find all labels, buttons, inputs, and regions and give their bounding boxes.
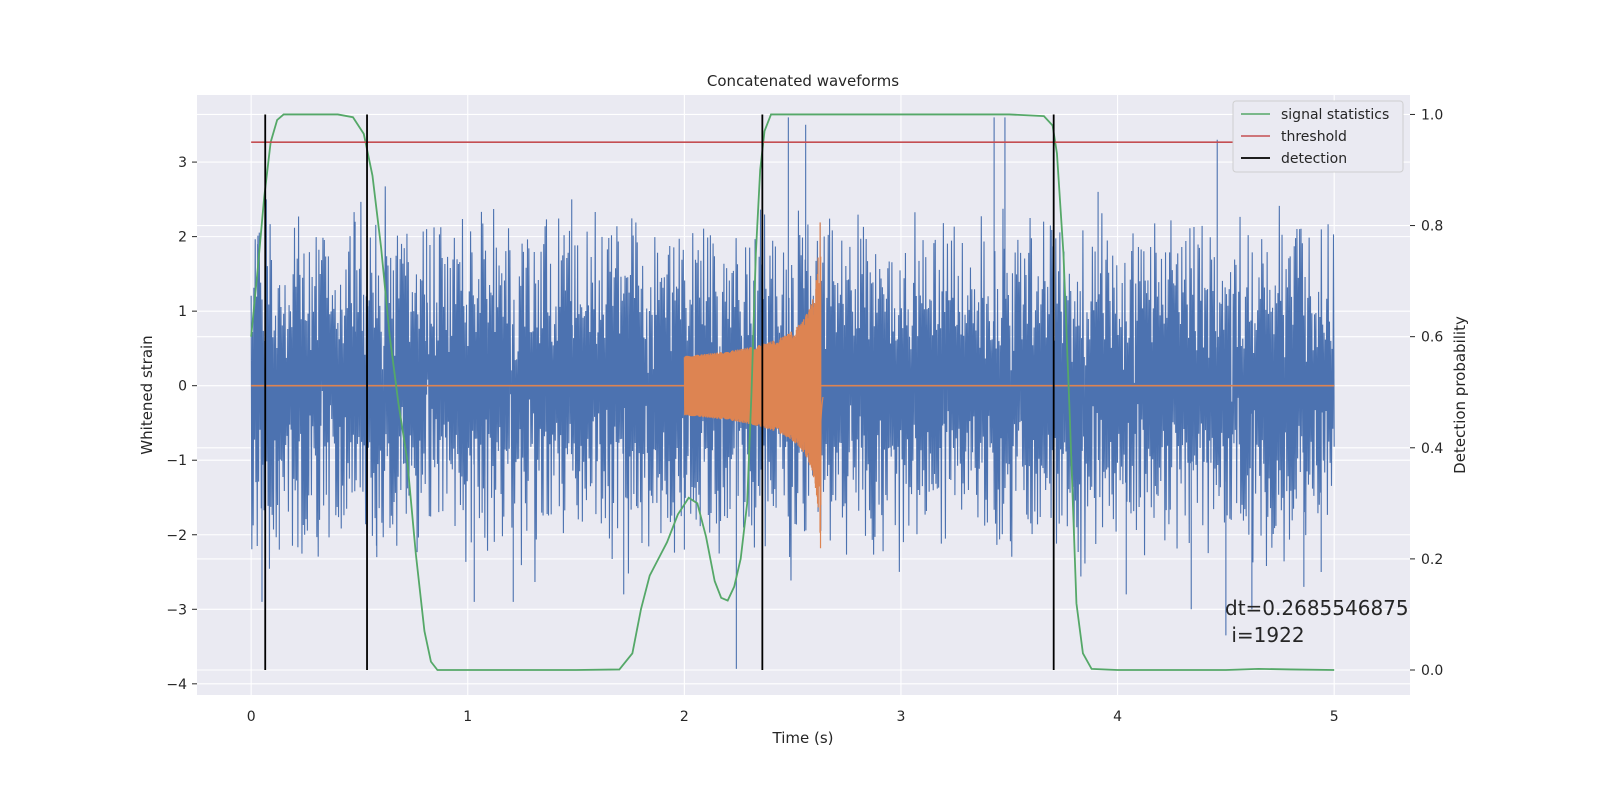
y2-tick-label: 0.2 [1421, 552, 1443, 568]
x-tick-labels: 0 1 2 3 4 5 [247, 709, 1339, 725]
y2-axis-label: Detection probability [1451, 316, 1469, 474]
x-tick-label: 4 [1113, 709, 1122, 725]
plot-marks [250, 113, 1346, 671]
x-tick-label: 2 [680, 709, 689, 725]
y2-tick-label: 0.0 [1421, 663, 1443, 679]
legend-label-threshold: threshold [1281, 129, 1347, 145]
y-axis-label: Whitened strain [138, 335, 156, 454]
x-tick-label: 1 [463, 709, 472, 725]
y2-tick-labels: 0.0 0.2 0.4 0.6 0.8 1.0 [1410, 107, 1443, 679]
legend: signal statistics threshold detection [1232, 100, 1404, 173]
x-tick-label: 0 [247, 709, 256, 725]
legend-label-signal-statistics: signal statistics [1281, 107, 1389, 123]
y-tick-label: −2 [166, 528, 187, 544]
y-tick-labels: −4 −3 −2 −1 0 1 2 3 [166, 155, 197, 693]
y2-tick-label: 0.6 [1421, 330, 1443, 346]
y2-tick-label: 0.8 [1421, 219, 1443, 235]
legend-label-detection: detection [1281, 151, 1347, 167]
y-tick-label: 1 [178, 304, 187, 320]
x-axis-label: Time (s) [772, 729, 834, 747]
y2-tick-label: 1.0 [1421, 107, 1443, 123]
annotation-dt: dt=0.2685546875 [1225, 596, 1409, 620]
y-tick-label: 2 [178, 230, 187, 246]
y2-tick-label: 0.4 [1421, 441, 1443, 457]
chart-title: Concatenated waveforms [707, 72, 899, 90]
y-tick-label: 3 [178, 155, 187, 171]
y-tick-label: −1 [166, 453, 187, 469]
signal-statistics-line [250, 113, 1335, 671]
x-tick-label: 5 [1330, 709, 1339, 725]
x-tick-label: 3 [897, 709, 906, 725]
annotation-i: i=1922 [1225, 623, 1305, 647]
y-tick-label: −3 [166, 602, 187, 618]
legend-box [1232, 100, 1404, 173]
y-tick-label: 0 [178, 379, 187, 395]
y-tick-label: −4 [166, 677, 187, 693]
